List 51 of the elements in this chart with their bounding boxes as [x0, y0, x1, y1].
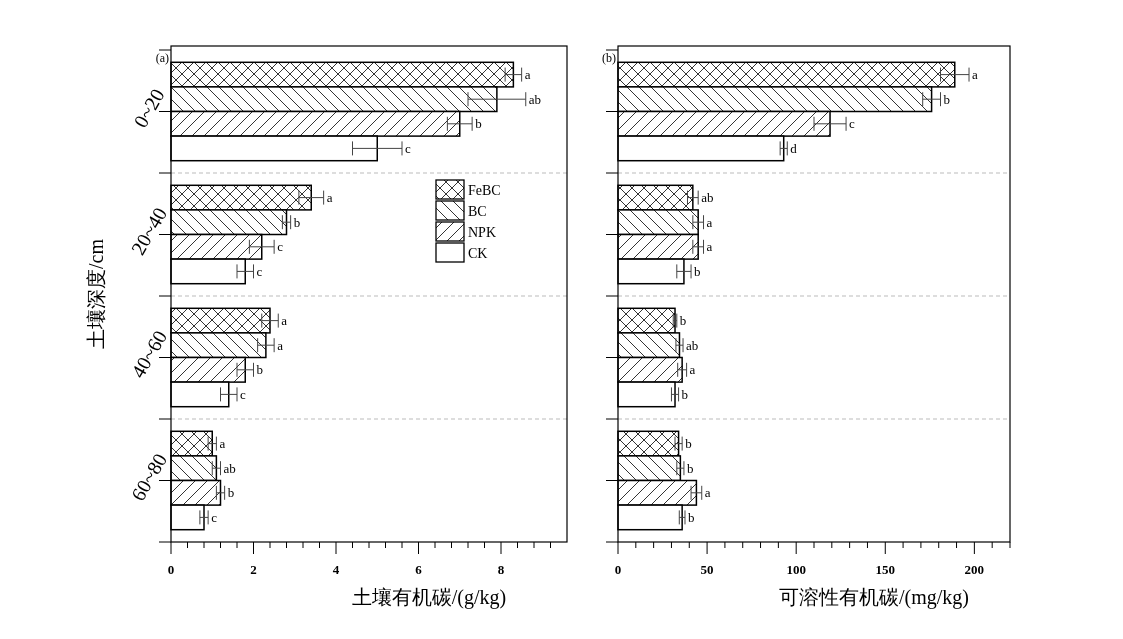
- x-axis-title: 土壤有机碳/(g/kg): [351, 586, 507, 609]
- data-label: b: [685, 436, 692, 452]
- data-label: b: [256, 362, 263, 378]
- text: (b): [602, 51, 616, 65]
- data-label: b: [943, 91, 951, 107]
- data-label: a: [689, 362, 696, 378]
- x-tick-label: 4: [332, 562, 340, 577]
- data-label: ab: [701, 190, 714, 206]
- x-axis-title: 可溶性有机碳/(mg/kg): [779, 586, 969, 609]
- x-tick-label: 8: [497, 562, 505, 577]
- data-label: a: [281, 313, 288, 329]
- data-label: a: [706, 239, 713, 255]
- x-tick-label: 50: [700, 562, 714, 577]
- data-label: ab: [686, 337, 699, 353]
- data-label: b: [475, 116, 482, 132]
- x-tick-label: 150: [875, 562, 896, 577]
- data-label: a: [524, 67, 531, 83]
- data-label: b: [688, 509, 695, 525]
- x-tick-label: 6: [415, 562, 423, 577]
- x-tick-label: 200: [964, 562, 985, 577]
- data-label: b: [293, 214, 301, 230]
- x-tick-label: 2: [250, 562, 257, 577]
- legend-label: BC: [468, 204, 487, 219]
- x-tick-label: 0: [167, 562, 175, 577]
- data-label: ab: [528, 91, 542, 107]
- legend-label: NPK: [468, 225, 497, 240]
- data-label: ab: [223, 460, 236, 476]
- legend-label: CK: [468, 246, 488, 261]
- data-label: c: [240, 386, 246, 402]
- x-tick-label: 0: [614, 562, 622, 577]
- y-axis-title: 土壤深度/cm: [85, 238, 107, 349]
- data-label: b: [694, 263, 701, 279]
- data-label: d: [790, 140, 798, 156]
- text: (a): [155, 51, 169, 65]
- legend-label: FeBC: [468, 183, 501, 198]
- data-label: a: [704, 485, 711, 501]
- x-tick-label: 100: [786, 562, 806, 577]
- data-label: c: [256, 263, 263, 279]
- data-label: c: [277, 239, 284, 255]
- data-label: a: [706, 214, 713, 230]
- data-label: a: [326, 190, 333, 206]
- data-label: c: [405, 140, 411, 156]
- data-label: a: [972, 67, 979, 83]
- data-label: a: [219, 436, 226, 452]
- data-label: c: [211, 509, 218, 525]
- data-label: b: [227, 485, 235, 501]
- data-label: c: [849, 116, 856, 132]
- data-label: b: [679, 313, 687, 329]
- data-label: a: [277, 337, 284, 353]
- data-label: b: [686, 460, 694, 476]
- data-label: b: [681, 386, 689, 402]
